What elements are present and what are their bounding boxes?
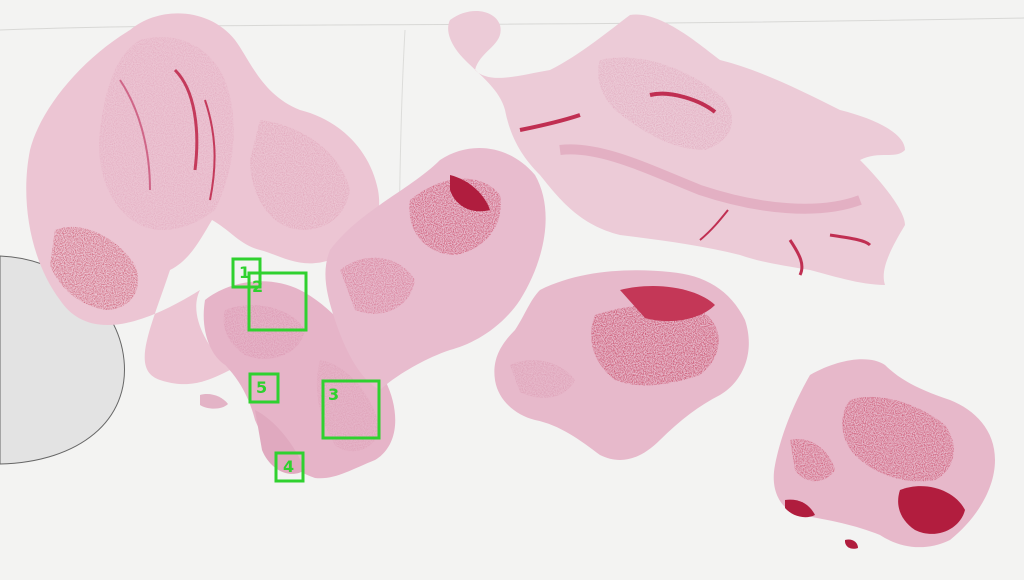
roi-label-3: 3 xyxy=(328,385,339,404)
annotation-layer: 1 2 3 4 5 xyxy=(231,257,381,483)
tissue-section-upper-right xyxy=(448,10,905,286)
tissue-section-middle xyxy=(325,148,546,390)
roi-label-4: 4 xyxy=(283,457,294,476)
roi-box-2[interactable]: 2 xyxy=(247,271,308,332)
roi-box-3[interactable]: 3 xyxy=(321,379,381,440)
roi-label-2: 2 xyxy=(252,277,263,296)
roi-label-1: 1 xyxy=(239,263,250,282)
roi-box-5[interactable]: 5 xyxy=(248,372,280,404)
tissue-section-left xyxy=(26,13,380,385)
scan-artifact-line xyxy=(0,17,1024,31)
roi-box-4[interactable]: 4 xyxy=(274,451,305,483)
tissue-section-lower-right xyxy=(773,359,995,549)
tissue-section-center-right xyxy=(494,270,749,460)
roi-label-5: 5 xyxy=(256,378,267,397)
